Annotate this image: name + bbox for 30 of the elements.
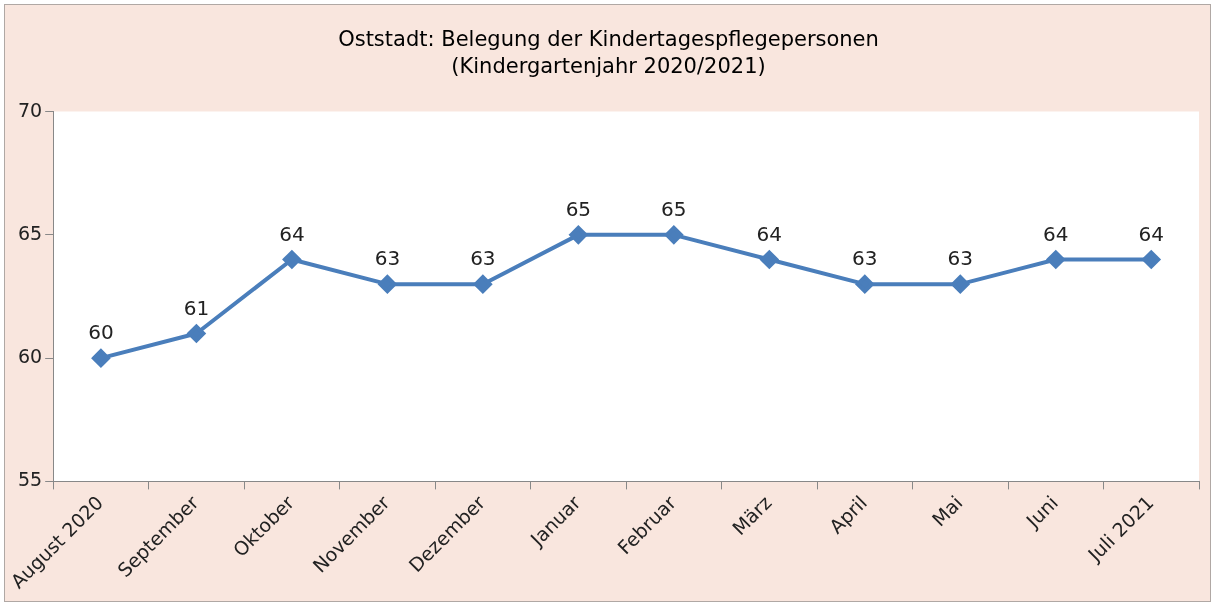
data-label: 65	[565, 197, 592, 222]
y-tick-label: 60	[17, 345, 43, 368]
point	[1142, 250, 1161, 269]
data-label: 60	[88, 320, 114, 345]
chart-title: Oststadt: Belegung der Kindertagespflegepersonen (Kindergartenjahr 2020/2021)	[338, 27, 879, 79]
point	[569, 225, 588, 244]
data-label: 64	[1138, 221, 1164, 246]
data-label: 65	[661, 197, 687, 222]
data-label: 64	[279, 221, 305, 246]
point	[760, 250, 779, 269]
y-tick-label: 65	[17, 221, 43, 244]
point	[1046, 250, 1065, 269]
point	[282, 250, 301, 269]
point	[91, 349, 110, 368]
data-label: 63	[374, 246, 401, 271]
data-label: 63	[947, 246, 974, 271]
y-tick-label: 55	[17, 468, 43, 491]
data-label: 64	[756, 221, 783, 246]
point	[187, 324, 206, 343]
y-tick-label: 70	[17, 98, 43, 121]
data-label: 64	[1043, 221, 1069, 246]
x-tick-label: Mai	[927, 491, 967, 531]
point	[473, 275, 492, 294]
data-label: 63	[852, 246, 878, 271]
data-label: 61	[183, 295, 210, 320]
point	[378, 275, 397, 294]
point	[951, 275, 970, 294]
point	[855, 275, 874, 294]
data-label: 63	[470, 246, 496, 271]
point	[664, 225, 683, 244]
